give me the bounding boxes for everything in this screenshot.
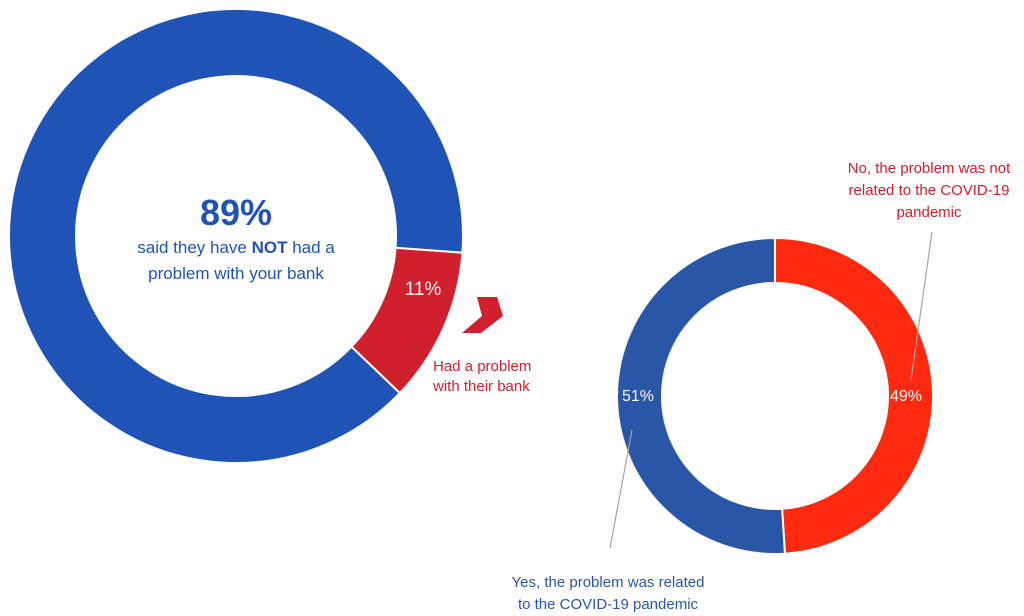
center-percentage: 89% [200,192,272,233]
donut-chart-bank-problem [8,8,464,464]
chevron-arrow-icon [462,297,503,333]
slice-no-problem [8,8,464,464]
donut-chart-covid-related [615,236,934,555]
annotation-no-line2: related to the COVID-19 [849,182,1010,199]
annotation-no-line3: pandemic [896,204,962,221]
leader-line-yes [609,429,633,549]
annotation-no-line1: No, the problem was not [848,160,1011,177]
leader-line-no [910,231,933,381]
slice-not-covid-related [774,236,934,555]
slice-label-yes: 51% [622,388,654,405]
center-caption-line2: problem with your bank [148,264,324,283]
callout-line1: Had a problem [433,358,531,375]
slice-label-had-problem: 11% [405,279,442,300]
callout-line2: with their bank [432,378,530,395]
slice-covid-related [615,236,786,555]
annotation-yes-line2: to the COVID-19 pandemic [518,596,699,613]
center-caption-line1: said they have NOT had a [137,238,335,257]
slice-label-no: 49% [890,388,922,405]
annotation-yes-line1: Yes, the problem was related [512,574,705,591]
